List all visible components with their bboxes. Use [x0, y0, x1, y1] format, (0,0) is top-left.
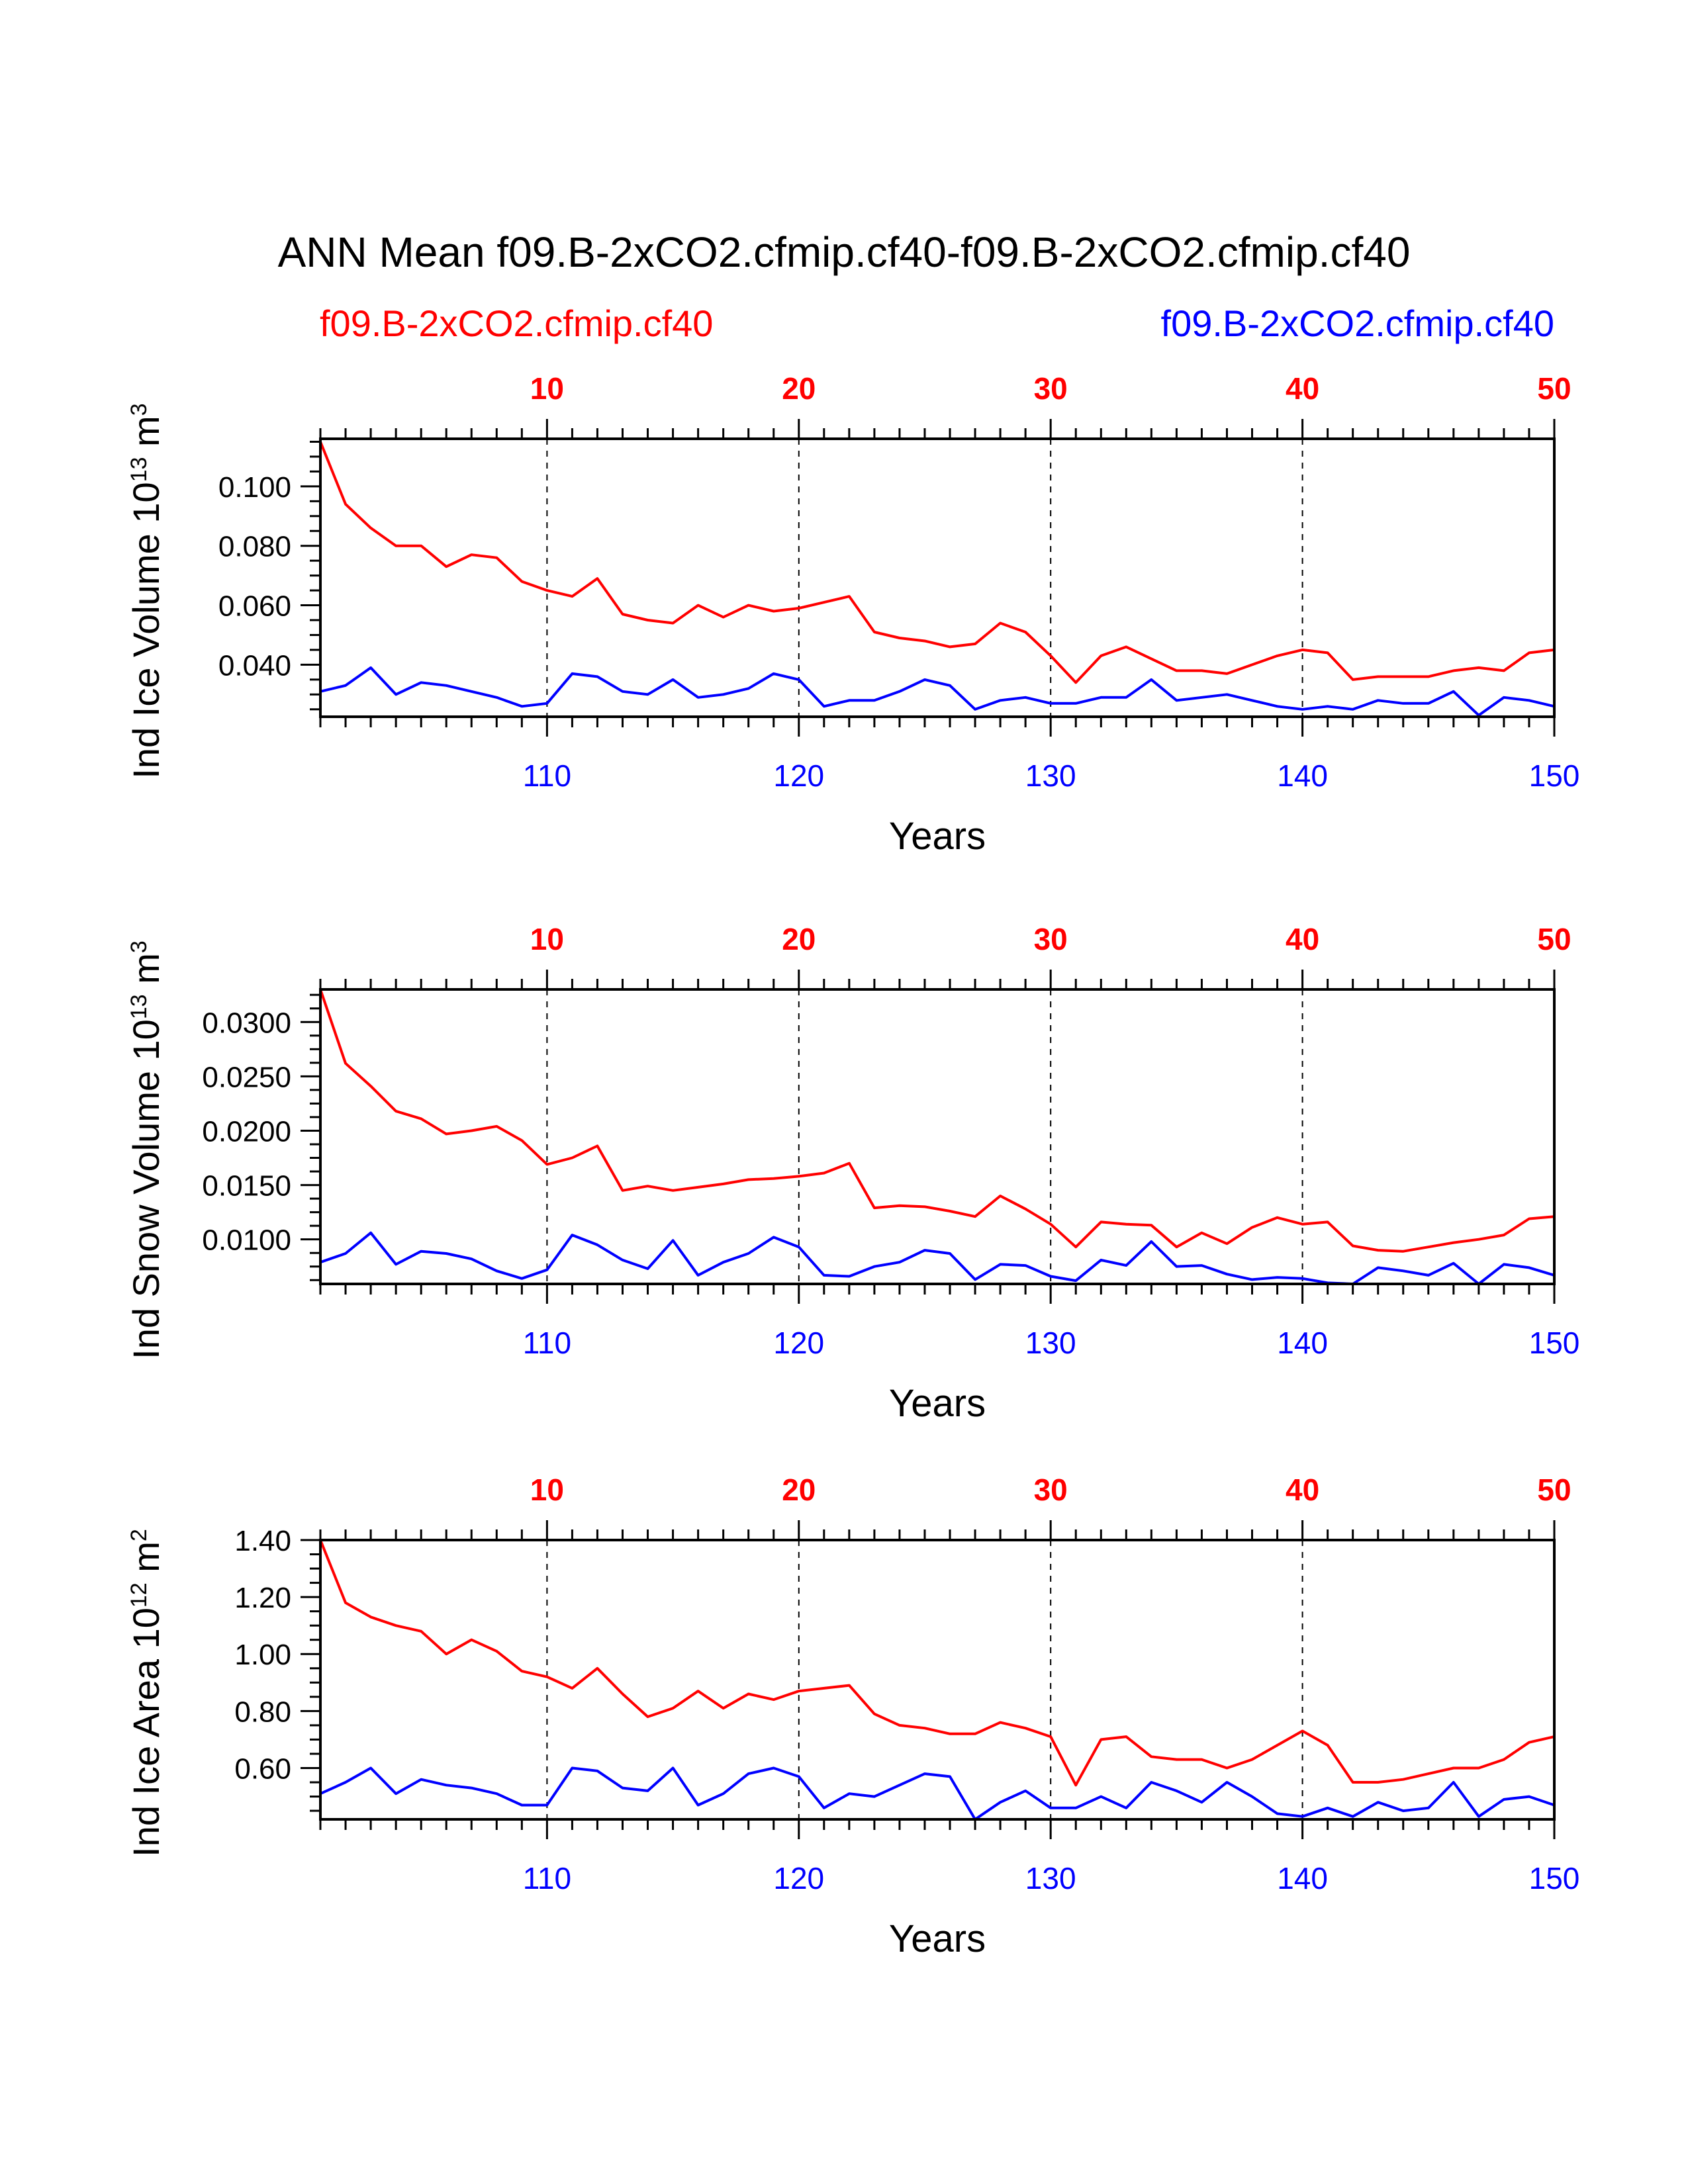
series-line-blue: [320, 1231, 1555, 1285]
y-tick-label: 0.0250: [202, 1061, 291, 1093]
plot-frame: [319, 437, 1556, 718]
plot-frame: [319, 988, 1556, 1285]
series-line-red: [319, 441, 1555, 684]
x-axis-title: Years: [889, 1917, 986, 1960]
y-axis-title-part: m: [125, 416, 167, 457]
x-tick-label-bottom: 120: [773, 1861, 824, 1895]
x-tick-label-bottom: 140: [1277, 758, 1328, 793]
x-tick-label-top: 40: [1286, 1473, 1319, 1507]
x-tick-label-top: 30: [1034, 371, 1068, 406]
main-title: ANN Mean f09.B-2xCO2.cfmip.cf40-f09.B-2x…: [278, 228, 1411, 276]
series-line-red: [319, 989, 1555, 1253]
x-tick-label-bottom: 150: [1529, 1326, 1580, 1360]
series-line-blue: [320, 1766, 1555, 1821]
x-tick-label-top: 50: [1537, 922, 1571, 956]
x-tick-label-top: 50: [1537, 371, 1571, 406]
y-tick-label: 0.0150: [202, 1170, 291, 1203]
series-line-red: [319, 1539, 1555, 1787]
x-tick-label-bottom: 130: [1025, 1326, 1076, 1360]
x-tick-label-top: 10: [530, 371, 564, 406]
x-tick-label-top: 10: [530, 922, 564, 956]
y-axis-title-superscript: 2: [126, 1529, 152, 1541]
chart-panels: 10 20 30 40 50 110 120 130 140 150 0.040 0.060 0.080…: [125, 371, 1579, 1960]
y-tick-label: 0.0200: [202, 1115, 291, 1148]
y-axis-title-superscript: 13: [126, 457, 152, 482]
y-axis-title: Ind Ice Area 1012 m2: [125, 1529, 167, 1857]
chart-panel-1: 10 20 30 40 50 110 120 130 140 150 0.040 0.060 0.080…: [125, 371, 1579, 858]
y-tick-label: 0.060: [218, 590, 291, 623]
y-tick-label: 0.0100: [202, 1224, 291, 1257]
chart-panel-3: 10 20 30 40 50 110 120 130 140 150 0.60 0.80 1.00 1.2…: [125, 1473, 1579, 1960]
x-tick-label-bottom: 120: [773, 1326, 824, 1360]
y-tick-label: 0.080: [218, 531, 291, 563]
plot-frame: [319, 1539, 1556, 1821]
y-axis-title: Ind Ice Volume 1013 m3: [125, 403, 167, 778]
y-axis-title: Ind Snow Volume 1013 m3: [125, 940, 167, 1359]
x-tick-label-bottom: 140: [1277, 1326, 1328, 1360]
x-tick-label-bottom: 130: [1025, 758, 1076, 793]
y-axis-title-part: Ind Ice Area 10: [125, 1608, 167, 1857]
chart-panel-2: 10 20 30 40 50 110 120 130 140 150 0.0100 0.0150 0.0…: [125, 922, 1579, 1425]
x-tick-label-top: 30: [1034, 1473, 1068, 1507]
x-tick-label-bottom: 110: [523, 1861, 571, 1895]
y-axis-title-superscript: 3: [126, 940, 152, 953]
x-tick-label-bottom: 150: [1529, 1861, 1580, 1895]
x-axis-title: Years: [889, 815, 986, 858]
x-tick-label-bottom: 110: [523, 758, 571, 793]
x-tick-label-bottom: 120: [773, 758, 824, 793]
x-tick-label-bottom: 140: [1277, 1861, 1328, 1895]
x-tick-label-bottom: 130: [1025, 1861, 1076, 1895]
y-tick-label: 0.60: [234, 1752, 291, 1785]
y-axis-title-part: Ind Snow Volume 10: [125, 1019, 167, 1359]
y-tick-label: 1.40: [234, 1525, 291, 1557]
x-tick-label-top: 50: [1537, 1473, 1571, 1507]
x-tick-label-top: 20: [782, 1473, 816, 1507]
y-tick-label: 1.00: [234, 1639, 291, 1671]
x-tick-label-top: 40: [1286, 371, 1319, 406]
y-axis-title-part: m: [125, 953, 167, 994]
legend-run-right: f09.B-2xCO2.cfmip.cf40: [1161, 302, 1554, 344]
x-tick-label-top: 10: [530, 1473, 564, 1507]
x-tick-label-top: 30: [1034, 922, 1068, 956]
y-axis-title-part: Ind Ice Volume 10: [125, 482, 167, 778]
x-tick-label-top: 20: [782, 371, 816, 406]
y-axis-title-superscript: 3: [126, 403, 152, 416]
x-tick-label-top: 20: [782, 922, 816, 956]
y-tick-label: 1.20: [234, 1582, 291, 1614]
y-tick-label: 0.80: [234, 1696, 291, 1728]
legend-run-left: f09.B-2xCO2.cfmip.cf40: [320, 302, 713, 344]
y-axis-title-superscript: 12: [126, 1582, 152, 1608]
x-tick-label-bottom: 150: [1529, 758, 1580, 793]
series-line-blue: [320, 666, 1555, 717]
x-axis-title: Years: [889, 1382, 986, 1425]
y-axis-title-superscript: 13: [126, 994, 152, 1019]
x-tick-label-top: 40: [1286, 922, 1319, 956]
y-tick-label: 0.040: [218, 649, 291, 682]
x-tick-label-bottom: 110: [523, 1326, 571, 1360]
y-tick-label: 0.0300: [202, 1007, 291, 1039]
y-axis-title-part: m: [125, 1541, 167, 1582]
y-tick-label: 0.100: [218, 471, 291, 504]
